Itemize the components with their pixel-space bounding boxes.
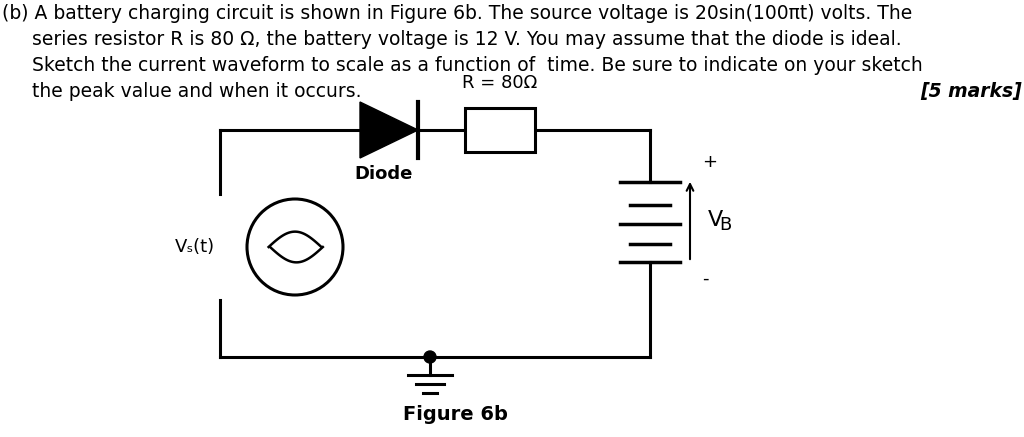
Text: +: + xyxy=(702,153,717,171)
Text: Diode: Diode xyxy=(354,165,414,183)
Text: V: V xyxy=(708,211,723,230)
Text: [5 marks]: [5 marks] xyxy=(921,82,1022,101)
Text: B: B xyxy=(719,216,731,235)
Circle shape xyxy=(424,351,436,363)
Text: (b) A battery charging circuit is shown in Figure 6b. The source voltage is 20si: (b) A battery charging circuit is shown … xyxy=(2,4,912,23)
Text: Sketch the current waveform to scale as a function of  time. Be sure to indicate: Sketch the current waveform to scale as … xyxy=(2,56,923,75)
Text: Figure 6b: Figure 6b xyxy=(402,406,508,424)
Text: R = 80Ω: R = 80Ω xyxy=(463,74,538,92)
Text: Vₛ(t): Vₛ(t) xyxy=(175,238,215,256)
Text: series resistor R is 80 Ω, the battery voltage is 12 V. You may assume that the : series resistor R is 80 Ω, the battery v… xyxy=(2,30,901,49)
Text: -: - xyxy=(702,270,709,288)
Polygon shape xyxy=(360,102,418,158)
Text: the peak value and when it occurs.: the peak value and when it occurs. xyxy=(2,82,361,101)
Bar xyxy=(465,108,535,152)
